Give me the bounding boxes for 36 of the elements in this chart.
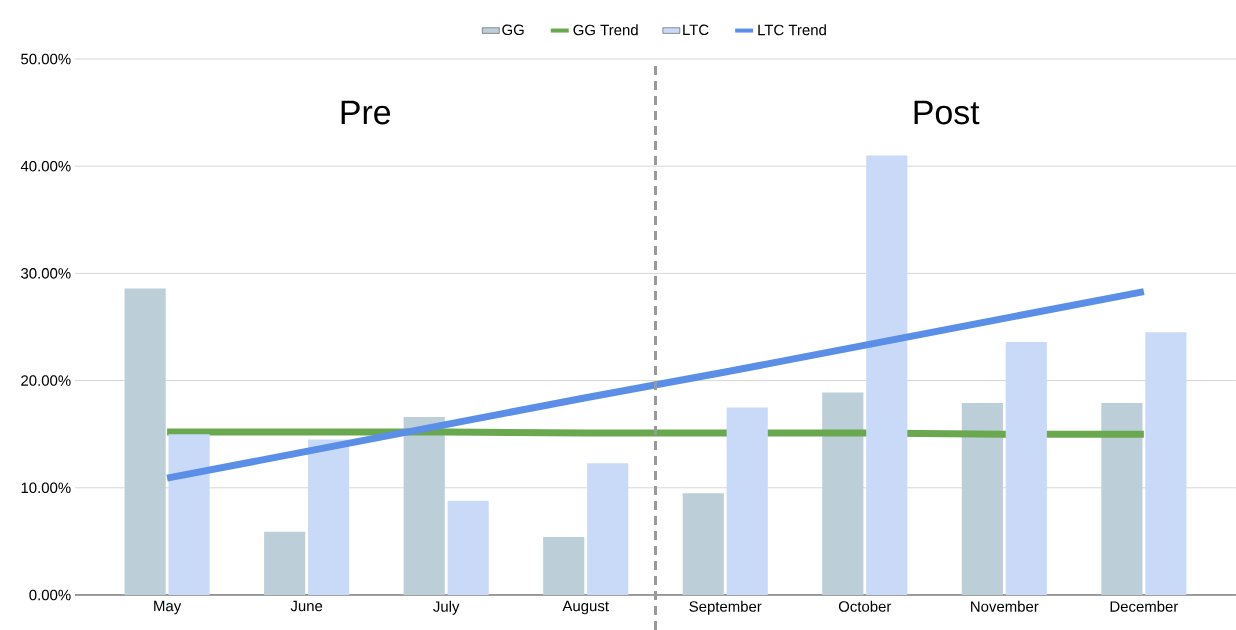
bar bbox=[961, 403, 1003, 595]
bar bbox=[403, 417, 445, 595]
x-tick-label: November bbox=[971, 600, 1039, 612]
legend-label: GG bbox=[502, 24, 524, 36]
x-tick-label: August bbox=[562, 600, 609, 615]
bar bbox=[308, 439, 350, 595]
bar bbox=[726, 407, 768, 595]
y-tick-label: 50.00% bbox=[21, 53, 71, 65]
bar bbox=[168, 434, 210, 595]
annotation: Pre bbox=[341, 100, 391, 125]
x-tick-label: July bbox=[433, 600, 460, 615]
x-tick-label: June bbox=[290, 600, 323, 612]
x-tick-label: September bbox=[689, 600, 762, 615]
bar bbox=[1005, 341, 1047, 595]
legend-label: LTC bbox=[683, 24, 709, 36]
bar bbox=[543, 537, 585, 595]
legend-label: LTC Trend bbox=[758, 24, 826, 36]
y-tick-label: 40.00% bbox=[20, 160, 71, 172]
y-tick-label: 10.00% bbox=[21, 482, 71, 494]
bar bbox=[1101, 403, 1143, 595]
bar bbox=[822, 392, 864, 595]
legend-label: GG Trend bbox=[573, 24, 638, 36]
y-tick-label: 0.00% bbox=[29, 589, 71, 601]
x-tick-label: December bbox=[1110, 600, 1179, 612]
x-tick-label: May bbox=[154, 600, 182, 615]
bar bbox=[682, 493, 724, 595]
bar bbox=[264, 531, 306, 595]
annotation: Post bbox=[914, 100, 980, 125]
bar bbox=[447, 500, 489, 595]
bar bbox=[866, 155, 908, 595]
bar bbox=[1145, 332, 1187, 595]
x-tick-label: October bbox=[838, 600, 892, 612]
y-tick-label: 30.00% bbox=[21, 268, 71, 279]
bar bbox=[587, 463, 629, 595]
bar bbox=[124, 288, 166, 595]
y-tick-label: 20.00% bbox=[21, 375, 71, 386]
